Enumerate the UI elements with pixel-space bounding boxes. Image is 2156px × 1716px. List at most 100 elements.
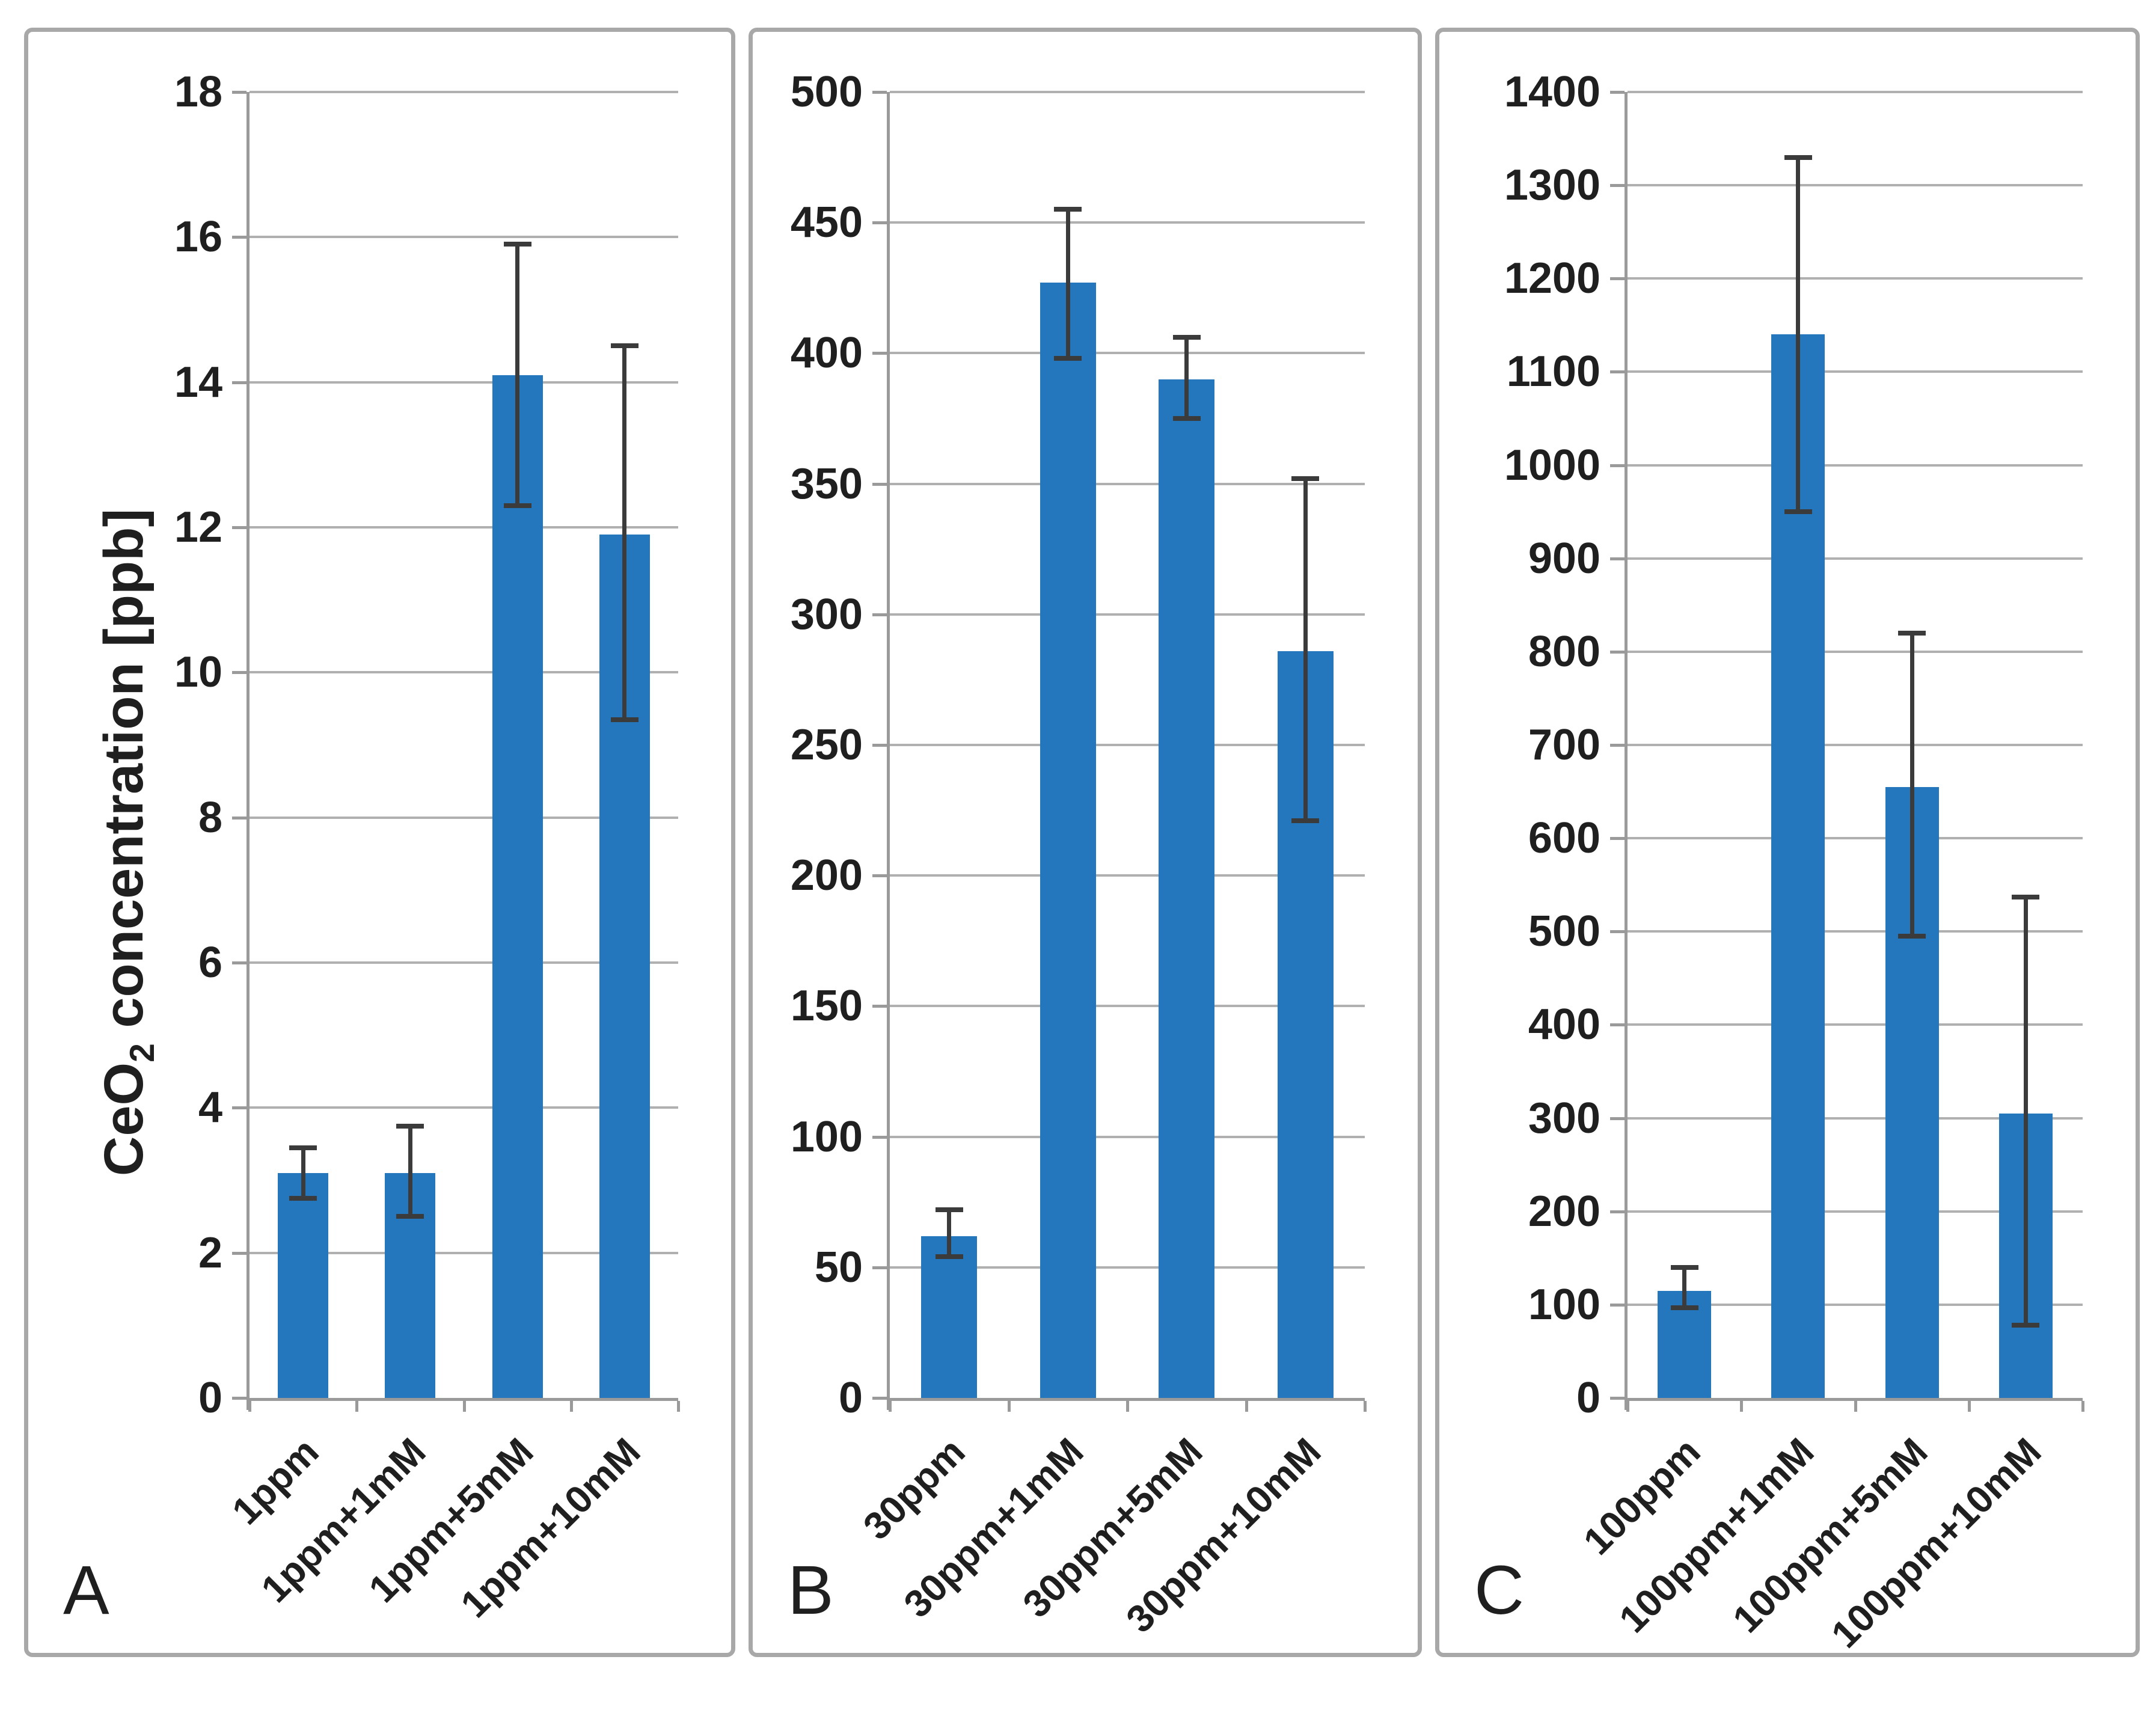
grid-line <box>250 1251 678 1254</box>
grid-line <box>250 236 678 239</box>
error-bar-cap-top <box>1291 476 1319 481</box>
y-axis-tick-label: 1400 <box>1504 68 1600 116</box>
y-axis-tick-label: 300 <box>1528 1094 1600 1142</box>
grid-line <box>890 352 1365 355</box>
y-axis-tick <box>1610 184 1625 188</box>
error-bar-line <box>515 244 519 506</box>
y-axis-tick-label: 300 <box>790 590 863 639</box>
y-axis-tick-label: 10 <box>174 648 222 697</box>
grid-line <box>890 874 1365 877</box>
y-axis-tick <box>1610 1303 1625 1307</box>
y-axis-tick-label: 0 <box>198 1374 222 1422</box>
y-axis-tick <box>872 1397 887 1400</box>
y-axis-tick-label: 2 <box>198 1228 222 1277</box>
y-axis-tick <box>872 744 887 747</box>
grid-line <box>890 1135 1365 1138</box>
y-axis-tick <box>232 1106 247 1110</box>
error-bar-cap-bottom <box>396 1214 424 1219</box>
panel-c: C 0 100 200 300 400 500 600 700 800 900 1000 1100 12… <box>1435 28 2140 1657</box>
y-axis-tick <box>872 221 887 225</box>
x-axis-tick <box>1364 1401 1367 1412</box>
error-bar-line <box>947 1210 951 1257</box>
grid-line <box>1628 837 2083 840</box>
y-axis-title-subscript: 2 <box>123 1043 162 1062</box>
grid-line <box>1628 184 2083 187</box>
y-axis-tick <box>1610 650 1625 654</box>
y-axis-tick-label: 200 <box>1528 1187 1600 1236</box>
grid-line <box>890 221 1365 224</box>
error-bar-line <box>622 346 626 720</box>
x-axis-tick <box>1007 1401 1011 1412</box>
grid-line <box>250 91 678 93</box>
y-axis-tick-label: 8 <box>198 793 222 842</box>
error-bar-cap-bottom <box>1898 934 1926 939</box>
error-bar-cap-top <box>289 1145 317 1150</box>
bar-30ppm <box>921 1236 977 1398</box>
x-axis-tick <box>1245 1401 1248 1412</box>
y-axis-tick <box>232 236 247 239</box>
y-axis-tick-label: 14 <box>174 358 222 406</box>
y-axis-tick <box>872 91 887 94</box>
y-axis-tick <box>1610 557 1625 560</box>
x-axis-tick <box>889 1401 892 1412</box>
y-axis-tick-label: 1300 <box>1504 161 1600 210</box>
y-axis-tick-label: 6 <box>198 939 222 987</box>
grid-line <box>890 1266 1365 1269</box>
error-bar-line <box>301 1147 305 1199</box>
y-axis-tick <box>1610 91 1625 94</box>
x-axis-tick <box>677 1401 680 1412</box>
y-axis-tick <box>232 1251 247 1255</box>
y-axis-tick <box>1610 464 1625 467</box>
y-axis <box>247 92 250 1410</box>
grid-line <box>1628 277 2083 280</box>
error-bar-cap-top <box>1898 630 1926 636</box>
x-axis-tick <box>462 1401 466 1412</box>
grid-line <box>890 744 1365 746</box>
bar-30ppm+1mM <box>1040 283 1096 1398</box>
grid-line <box>250 381 678 384</box>
y-axis-tick-label: 800 <box>1528 627 1600 676</box>
y-axis-tick <box>872 874 887 878</box>
grid-line <box>1628 557 2083 560</box>
x-axis-tick <box>569 1401 573 1412</box>
y-axis-tick-label: 1200 <box>1504 254 1600 303</box>
x-axis-tick <box>248 1401 251 1412</box>
y-axis-tick-label: 1000 <box>1504 441 1600 489</box>
x-axis-tick <box>1967 1401 1971 1412</box>
error-bar-cap-top <box>1054 207 1082 212</box>
y-axis-tick-label: 250 <box>790 721 863 769</box>
bar-1ppm+5mM <box>492 375 543 1398</box>
x-axis <box>1625 1398 2083 1401</box>
bar-1ppm <box>278 1172 328 1398</box>
y-axis-tick-label: 600 <box>1528 814 1600 863</box>
grid-line <box>890 613 1365 616</box>
y-axis-tick-label: 4 <box>198 1083 222 1132</box>
y-axis-tick <box>1610 1210 1625 1213</box>
y-axis-tick-label: 400 <box>1528 1000 1600 1049</box>
error-bar-cap-bottom <box>936 1254 963 1260</box>
error-bar-cap-bottom <box>1054 356 1082 361</box>
y-axis-tick <box>1610 370 1625 374</box>
y-axis-tick <box>232 91 247 94</box>
error-bar-cap-top <box>1784 155 1812 160</box>
y-axis-tick <box>1610 1023 1625 1027</box>
x-axis-tick <box>1126 1401 1129 1412</box>
y-axis-tick <box>872 1135 887 1139</box>
y-axis-tick <box>1610 930 1625 934</box>
y-axis-tick-label: 100 <box>1528 1280 1600 1329</box>
x-axis-tick <box>1740 1401 1744 1412</box>
y-axis-tick <box>872 613 887 616</box>
grid-line <box>250 671 678 674</box>
panel-letter-c: C <box>1474 1552 1525 1629</box>
error-bar-line <box>1910 633 1914 937</box>
x-axis-tick <box>355 1401 359 1412</box>
y-axis-tick <box>1610 1397 1625 1400</box>
error-bar-line <box>1682 1267 1686 1308</box>
x-axis-tick <box>1854 1401 1857 1412</box>
error-bar-line <box>1303 478 1308 821</box>
grid-line <box>250 816 678 819</box>
y-axis-tick <box>872 482 887 486</box>
y-axis-tick <box>232 961 247 964</box>
grid-line <box>250 526 678 529</box>
